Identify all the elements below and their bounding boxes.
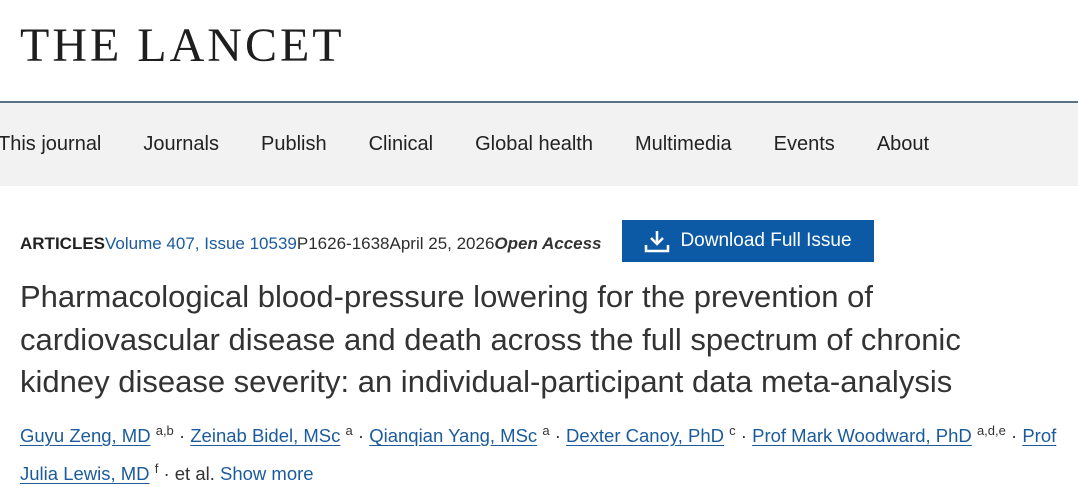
author-link[interactable]: Zeinab Bidel, MSc xyxy=(190,425,341,447)
author-link[interactable]: Guyu Zeng, MD xyxy=(20,425,151,447)
separator: · xyxy=(554,425,561,447)
separator: · xyxy=(1011,425,1018,447)
nav-item[interactable]: Clinical xyxy=(368,133,434,155)
article-meta: ARTICLESVolume 407, Issue 10539P1626-163… xyxy=(20,234,602,254)
show-more[interactable]: Show more xyxy=(220,463,314,485)
download-label: Download Full Issue xyxy=(680,230,852,251)
author-link[interactable]: Qianqian Yang, MSc xyxy=(369,425,538,447)
separator: · xyxy=(178,425,186,447)
article-type: ARTICLES xyxy=(20,234,105,253)
affiliation: c xyxy=(729,423,736,438)
nav-item[interactable]: Global health xyxy=(475,133,593,155)
nav-item[interactable]: About xyxy=(876,133,930,155)
download-button[interactable]: Download Full Issue xyxy=(622,220,874,262)
date: April 25, 2026 xyxy=(389,234,495,253)
separator: · xyxy=(357,425,365,447)
nav-item[interactable]: Events xyxy=(773,133,835,155)
affiliation: f xyxy=(154,461,159,477)
affiliation: a xyxy=(345,423,353,438)
header: THE LANCET xyxy=(0,0,1078,103)
nav-item[interactable]: Multimedia xyxy=(634,133,732,155)
affiliation: a xyxy=(542,423,550,438)
authors: Guyu Zeng, MD a,b · Zeinab Bidel, MSc a … xyxy=(20,414,1075,490)
separator: · xyxy=(740,425,747,447)
pages: P1626-1638 xyxy=(296,234,390,253)
nav-item[interactable]: Journals xyxy=(143,133,219,155)
affiliation: a,d,e xyxy=(976,423,1006,438)
et-al: et al. xyxy=(174,463,215,485)
nav-item[interactable]: Publish xyxy=(261,133,327,155)
nav-item[interactable]: This journal xyxy=(0,133,102,155)
logo[interactable]: THE LANCET xyxy=(20,19,345,72)
nav-bar: This journal Journals Publish Clinical Globa… xyxy=(0,103,1078,186)
author-link[interactable]: Prof Julia Lewis, MD xyxy=(20,425,1057,485)
download-icon xyxy=(645,231,670,253)
open-access: Open Access xyxy=(494,234,602,253)
author-link[interactable]: Dexter Canoy, PhD xyxy=(566,425,725,447)
separator: · xyxy=(163,463,170,485)
affiliation: a,b xyxy=(155,423,174,438)
volume-link[interactable]: Volume 407, Issue 10539 xyxy=(105,234,297,253)
article-title: Pharmacological blood-pressure lowering … xyxy=(20,279,961,399)
author-link[interactable]: Prof Mark Woodward, PhD xyxy=(752,425,972,447)
